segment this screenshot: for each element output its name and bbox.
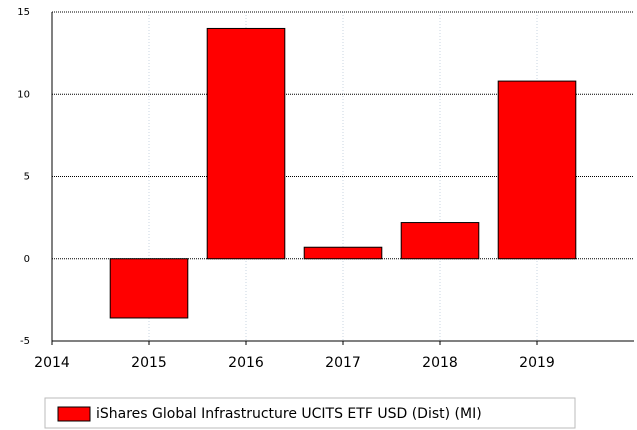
y-tick-label: 0 <box>24 254 30 265</box>
bar <box>400 222 480 260</box>
legend-swatch <box>57 406 91 422</box>
x-tick-label: 2019 <box>519 355 555 371</box>
y-tick-label: 15 <box>17 7 30 18</box>
x-tick-label: 2018 <box>422 355 458 371</box>
x-tick-label: 2017 <box>325 355 361 371</box>
bar <box>206 27 286 260</box>
x-tick-label: 2014 <box>34 355 70 371</box>
legend-box <box>44 397 576 429</box>
x-tick-label: 2015 <box>131 355 167 371</box>
x-tick-label: 2016 <box>228 355 264 371</box>
y-tick-label: 5 <box>24 172 30 183</box>
bar <box>497 80 577 260</box>
legend-label: iShares Global Infrastructure UCITS ETF … <box>96 406 482 422</box>
y-tick-label: 10 <box>17 89 30 100</box>
bar <box>109 258 189 319</box>
bar <box>303 246 383 260</box>
y-tick-label: -5 <box>20 336 30 347</box>
